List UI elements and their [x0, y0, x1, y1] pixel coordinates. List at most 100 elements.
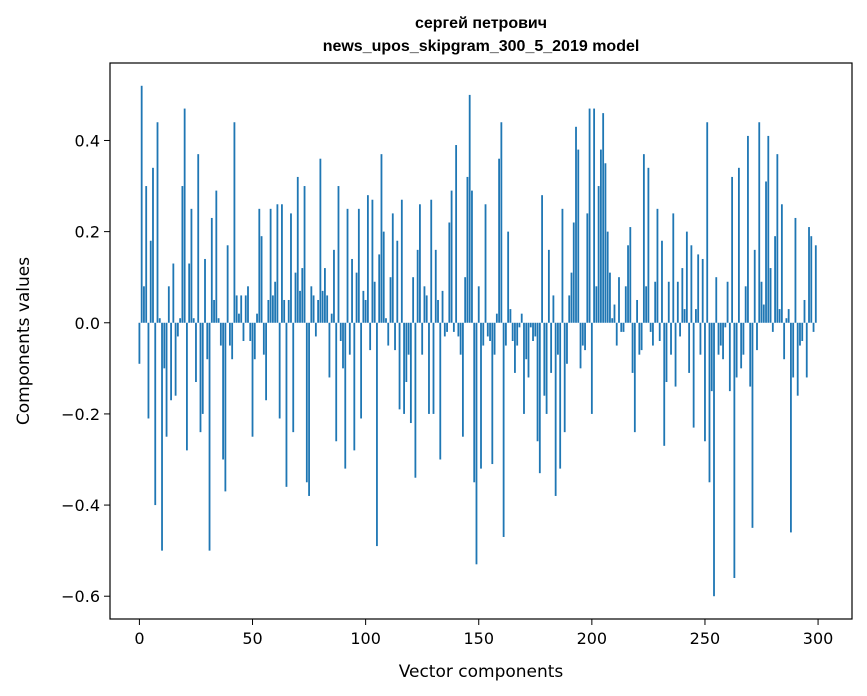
bar-79 [317, 299, 320, 323]
bar-105 [376, 322, 378, 547]
bar-245 [692, 322, 695, 428]
bar-98 [360, 322, 363, 419]
bar-63 [281, 204, 283, 323]
y-axis-label: Components values [14, 257, 34, 425]
bar-126 [423, 286, 426, 323]
bar-16 [174, 322, 177, 396]
bar-157 [493, 322, 496, 355]
bar-133 [439, 322, 442, 460]
y-tick-label: −0.4 [61, 496, 100, 515]
x-axis-ticks: 0 50 100 150 200 250 300 [134, 619, 833, 648]
bar-268 [744, 286, 747, 323]
bar-3 [145, 186, 148, 323]
bar-75 [308, 322, 310, 496]
chart-title-line-1: сергей петрович [415, 15, 547, 32]
bar-226 [649, 322, 652, 332]
bar-253 [710, 322, 713, 392]
bar-117 [403, 322, 405, 414]
bar-18 [179, 318, 182, 323]
bar-96 [355, 272, 358, 323]
bar-193 [575, 126, 577, 323]
bar-210 [613, 304, 616, 323]
bar-46 [242, 322, 245, 341]
bar-213 [620, 322, 623, 332]
bar-158 [495, 313, 498, 323]
bar-163 [507, 231, 510, 323]
bar-177 [538, 322, 541, 474]
bar-237 [674, 322, 677, 387]
bar-297 [810, 236, 813, 323]
bar-249 [701, 258, 704, 323]
bar-56 [265, 322, 267, 401]
bar-202 [595, 286, 598, 323]
bar-52 [256, 313, 258, 323]
bar-279 [769, 268, 772, 323]
x-axis-label: Vector components [399, 662, 564, 682]
bar-9 [158, 318, 161, 323]
bar-263 [733, 322, 736, 578]
bar-50 [251, 322, 254, 437]
bar-86 [333, 249, 335, 323]
bar-95 [353, 322, 356, 451]
y-tick-label: −0.2 [61, 405, 100, 424]
bar-155 [489, 322, 491, 341]
bar-26 [197, 154, 200, 323]
bar-174 [532, 322, 534, 341]
bar-230 [658, 322, 661, 341]
bar-292 [799, 322, 801, 346]
bar-91 [344, 322, 347, 469]
bar-164 [509, 309, 512, 323]
bar-220 [636, 299, 638, 323]
bar-148 [473, 322, 476, 483]
y-axis-ticks: −0.6 −0.4 −0.2 0.0 0.2 0.4 [61, 131, 110, 606]
bar-124 [419, 204, 421, 323]
bar-24 [192, 318, 195, 323]
bar-241 [683, 309, 686, 323]
bar-184 [554, 322, 557, 496]
bar-15 [172, 263, 175, 323]
bar-262 [731, 176, 734, 323]
bar-211 [615, 322, 618, 346]
bar-182 [550, 322, 553, 373]
bar-139 [452, 322, 455, 332]
bar-252 [708, 322, 711, 483]
bar-34 [215, 190, 218, 323]
bar-160 [500, 122, 503, 323]
bar-5 [149, 240, 152, 323]
bar-71 [299, 290, 301, 323]
bar-120 [409, 322, 412, 424]
bar-264 [735, 322, 738, 378]
bar-285 [783, 322, 786, 360]
bar-218 [631, 322, 634, 373]
bar-236 [672, 213, 675, 323]
bar-204 [599, 149, 602, 323]
bar-216 [627, 245, 629, 323]
bar-181 [547, 249, 550, 323]
bar-235 [670, 322, 672, 355]
bar-295 [805, 322, 808, 378]
bar-294 [803, 299, 806, 323]
bar-27 [199, 322, 202, 433]
bar-212 [618, 277, 620, 323]
bar-87 [335, 322, 338, 442]
bar-183 [552, 295, 555, 323]
bar-137 [448, 222, 451, 323]
bar-203 [597, 186, 600, 323]
bar-286 [785, 318, 788, 323]
bar-78 [314, 322, 317, 337]
bar-283 [778, 309, 781, 323]
bar-67 [290, 213, 292, 323]
bar-196 [581, 322, 584, 346]
bar-37 [222, 322, 225, 460]
bar-8 [156, 122, 159, 323]
bar-97 [357, 208, 360, 323]
bar-23 [190, 208, 193, 323]
bar-280 [771, 322, 774, 332]
bar-231 [661, 240, 663, 323]
bar-100 [364, 299, 367, 323]
bar-99 [362, 290, 365, 323]
bar-209 [611, 318, 614, 323]
bar-109 [385, 318, 387, 323]
bar-62 [278, 322, 281, 419]
